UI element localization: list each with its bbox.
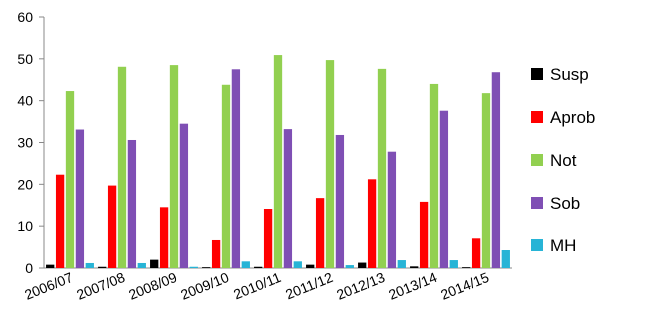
x-tick-label: 2014/15: [438, 269, 491, 303]
bar: [358, 262, 367, 268]
y-tick-label: 0: [25, 260, 33, 276]
series-mh: [85, 250, 510, 268]
y-tick-label: 60: [17, 9, 33, 25]
y-axis-ticks: 0 10 20 30 40 50 60: [17, 9, 44, 276]
series-aprob: [55, 174, 481, 268]
bar: [202, 267, 211, 268]
bar: [429, 83, 439, 269]
bar: [211, 239, 221, 268]
bar: [283, 129, 293, 268]
bar: [263, 209, 273, 268]
legend-swatch: [531, 239, 543, 251]
bar: [137, 262, 146, 268]
legend-swatch: [531, 154, 543, 166]
x-tick-label: 2010/11: [231, 269, 283, 302]
bar: [325, 60, 335, 269]
bar: [254, 266, 263, 268]
bar: [439, 110, 449, 269]
bar: [410, 266, 419, 268]
bar: [397, 260, 406, 268]
bar: [221, 84, 231, 269]
y-tick-label: 40: [17, 93, 33, 109]
bar: [169, 65, 179, 268]
y-tick-label: 10: [17, 218, 33, 234]
x-axis-labels: 2006/07 2007/08 2008/09 2009/10 2010/11 2011/…: [22, 269, 491, 303]
bar: [481, 93, 491, 268]
bar: [159, 207, 169, 268]
bar: [377, 68, 387, 269]
bar: [462, 267, 471, 268]
bar: [127, 139, 137, 268]
bar: [179, 123, 189, 269]
legend-swatch: [531, 68, 543, 80]
x-tick-label: 2013/14: [386, 269, 439, 303]
bar: [419, 201, 429, 268]
legend-label: Aprob: [550, 108, 595, 127]
legend-label: Sob: [550, 194, 580, 213]
bar: [241, 261, 250, 268]
bar: [315, 198, 325, 268]
bar: [65, 91, 75, 268]
legend: Susp Aprob Not Sob MH: [531, 65, 595, 255]
x-tick-label: 2007/08: [74, 269, 127, 303]
bar: [189, 266, 198, 268]
bar: [501, 250, 510, 268]
legend-label: Not: [550, 151, 577, 170]
bar: [306, 264, 315, 268]
bar: [117, 66, 127, 268]
legend-label: Susp: [550, 65, 589, 84]
y-tick-label: 30: [17, 135, 33, 151]
bar: [471, 238, 481, 268]
bar: [75, 129, 85, 268]
y-tick-label: 20: [17, 176, 33, 192]
series-not: [65, 55, 491, 269]
x-tick-label: 2012/13: [334, 269, 387, 303]
bar: [449, 260, 458, 268]
bar: [387, 151, 397, 268]
series-sob: [75, 69, 501, 269]
bar: [345, 265, 354, 268]
legend-label: MH: [550, 236, 576, 255]
legend-swatch: [531, 197, 543, 209]
x-tick-label: 2009/10: [178, 269, 231, 303]
bar: [273, 55, 283, 268]
bar: [85, 262, 94, 268]
bar: [293, 261, 302, 268]
bar: [55, 174, 65, 268]
x-tick-label: 2008/09: [126, 269, 179, 303]
bar: [107, 185, 117, 268]
legend-swatch: [531, 111, 543, 123]
bar: [335, 134, 345, 268]
bar: [491, 72, 501, 268]
bar-series: [46, 55, 510, 269]
y-tick-label: 50: [17, 51, 33, 67]
bar: [98, 266, 107, 268]
bar: [150, 259, 159, 268]
x-tick-label: 2011/12: [283, 269, 335, 302]
bar: [231, 69, 241, 268]
bar: [46, 264, 55, 268]
bar: [367, 179, 377, 268]
series-susp: [46, 259, 471, 268]
